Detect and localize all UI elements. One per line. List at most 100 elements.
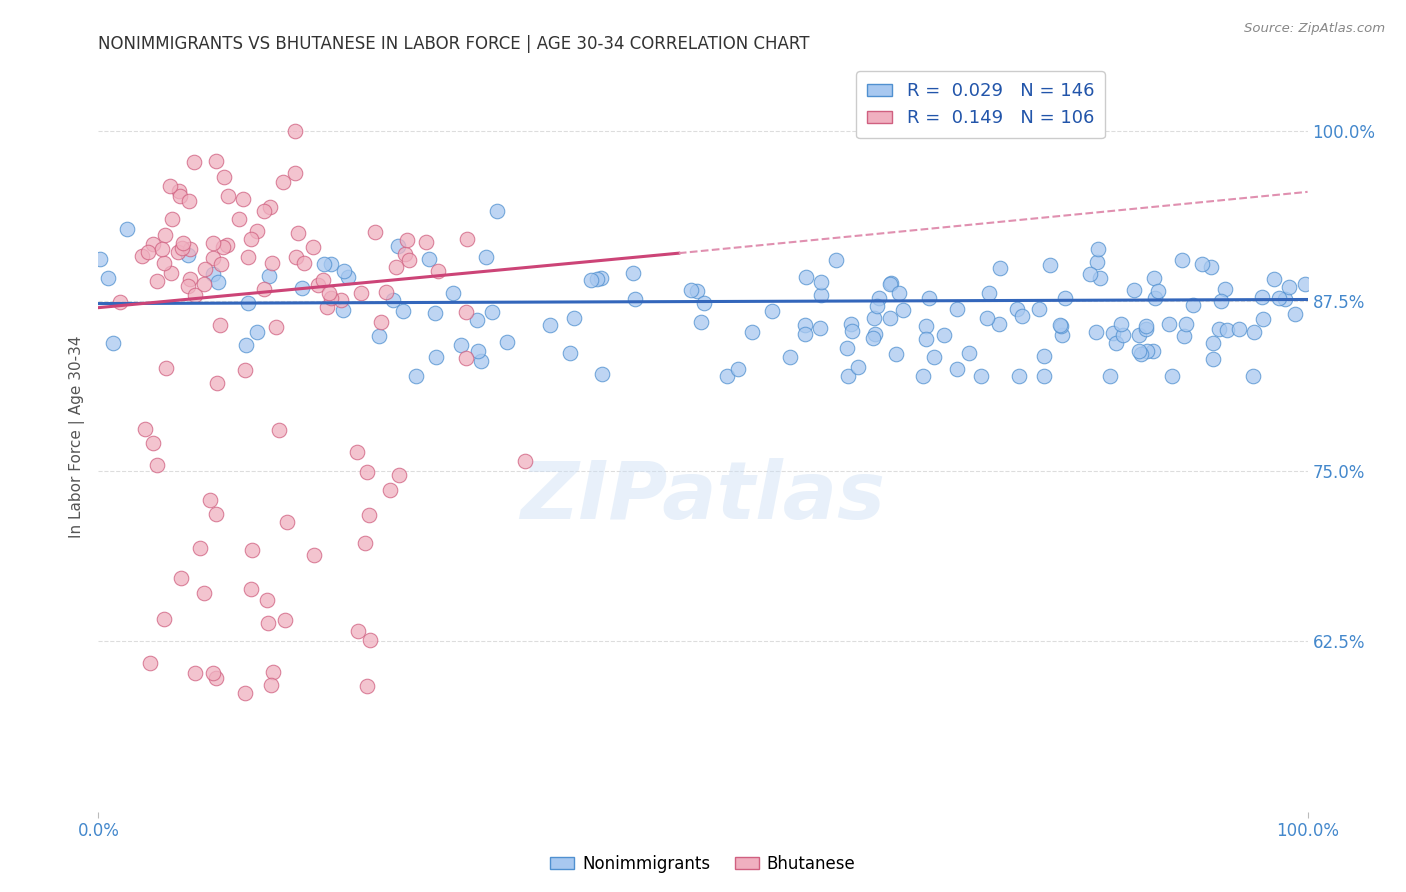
Point [346,444,368,458]
Point [246,325,269,339]
Point [392,304,415,318]
Point [336,270,359,285]
Point [591,367,613,381]
Point [347,624,370,638]
Point [253,204,276,219]
Point [170,571,193,585]
Point [159,179,181,194]
Point [841,324,863,338]
Point [97,271,120,285]
Point [835,341,858,355]
Point [283,166,305,180]
Point [863,310,886,325]
Point [364,225,387,239]
Point [1049,318,1071,332]
Point [378,483,401,497]
Point [425,351,447,365]
Point [1033,368,1056,383]
Point [388,468,411,483]
Point [160,266,183,280]
Point [259,200,281,214]
Point [470,354,492,368]
Point [887,286,910,301]
Point [495,334,517,349]
Point [1263,272,1285,286]
Point [162,212,184,227]
Point [1146,284,1168,298]
Point [139,656,162,670]
Point [201,267,224,281]
Point [235,338,257,352]
Point [167,184,190,198]
Point [172,235,194,250]
Point [475,250,498,264]
Point [427,263,450,277]
Point [333,263,356,277]
Point [153,256,176,270]
Point [1109,317,1132,331]
Point [302,548,325,562]
Point [307,278,329,293]
Point [153,612,176,626]
Point [205,672,228,686]
Point [945,302,967,317]
Point [1251,311,1274,326]
Point [467,313,489,327]
Point [741,325,763,339]
Point [692,295,714,310]
Point [285,250,308,264]
Point [357,508,380,522]
Point [810,288,832,302]
Point [354,535,377,549]
Point [467,344,489,359]
Legend: Nonimmigrants, Bhutanese: Nonimmigrants, Bhutanese [544,848,862,880]
Point [987,317,1010,331]
Point [1199,260,1222,274]
Point [193,586,215,600]
Point [356,465,378,479]
Point [332,303,354,318]
Point [1144,291,1167,305]
Text: NONIMMIGRANTS VS BHUTANESE IN LABOR FORCE | AGE 30-34 CORRELATION CHART: NONIMMIGRANTS VS BHUTANESE IN LABOR FORC… [98,35,810,53]
Point [1209,293,1232,308]
Point [115,222,138,236]
Point [579,273,602,287]
Point [1101,326,1123,340]
Point [398,252,420,267]
Point [217,189,239,203]
Point [1250,290,1272,304]
Point [1033,349,1056,363]
Point [246,224,269,238]
Point [794,318,817,333]
Point [915,332,938,346]
Point [262,665,284,679]
Point [558,346,581,360]
Point [1005,301,1028,316]
Point [1049,319,1071,334]
Point [240,542,263,557]
Point [862,331,884,345]
Point [131,249,153,263]
Point [184,288,207,302]
Point [1080,267,1102,281]
Point [922,350,945,364]
Point [235,686,257,700]
Point [145,458,167,473]
Point [945,362,967,376]
Point [1039,258,1062,272]
Point [621,266,644,280]
Point [761,303,783,318]
Point [179,271,201,285]
Point [716,368,738,383]
Point [321,257,343,271]
Point [232,192,254,206]
Point [1208,322,1230,336]
Point [301,240,323,254]
Point [138,245,160,260]
Point [202,251,225,265]
Point [846,359,869,374]
Point [312,273,335,287]
Point [205,376,228,390]
Point [228,212,250,227]
Point [153,228,176,243]
